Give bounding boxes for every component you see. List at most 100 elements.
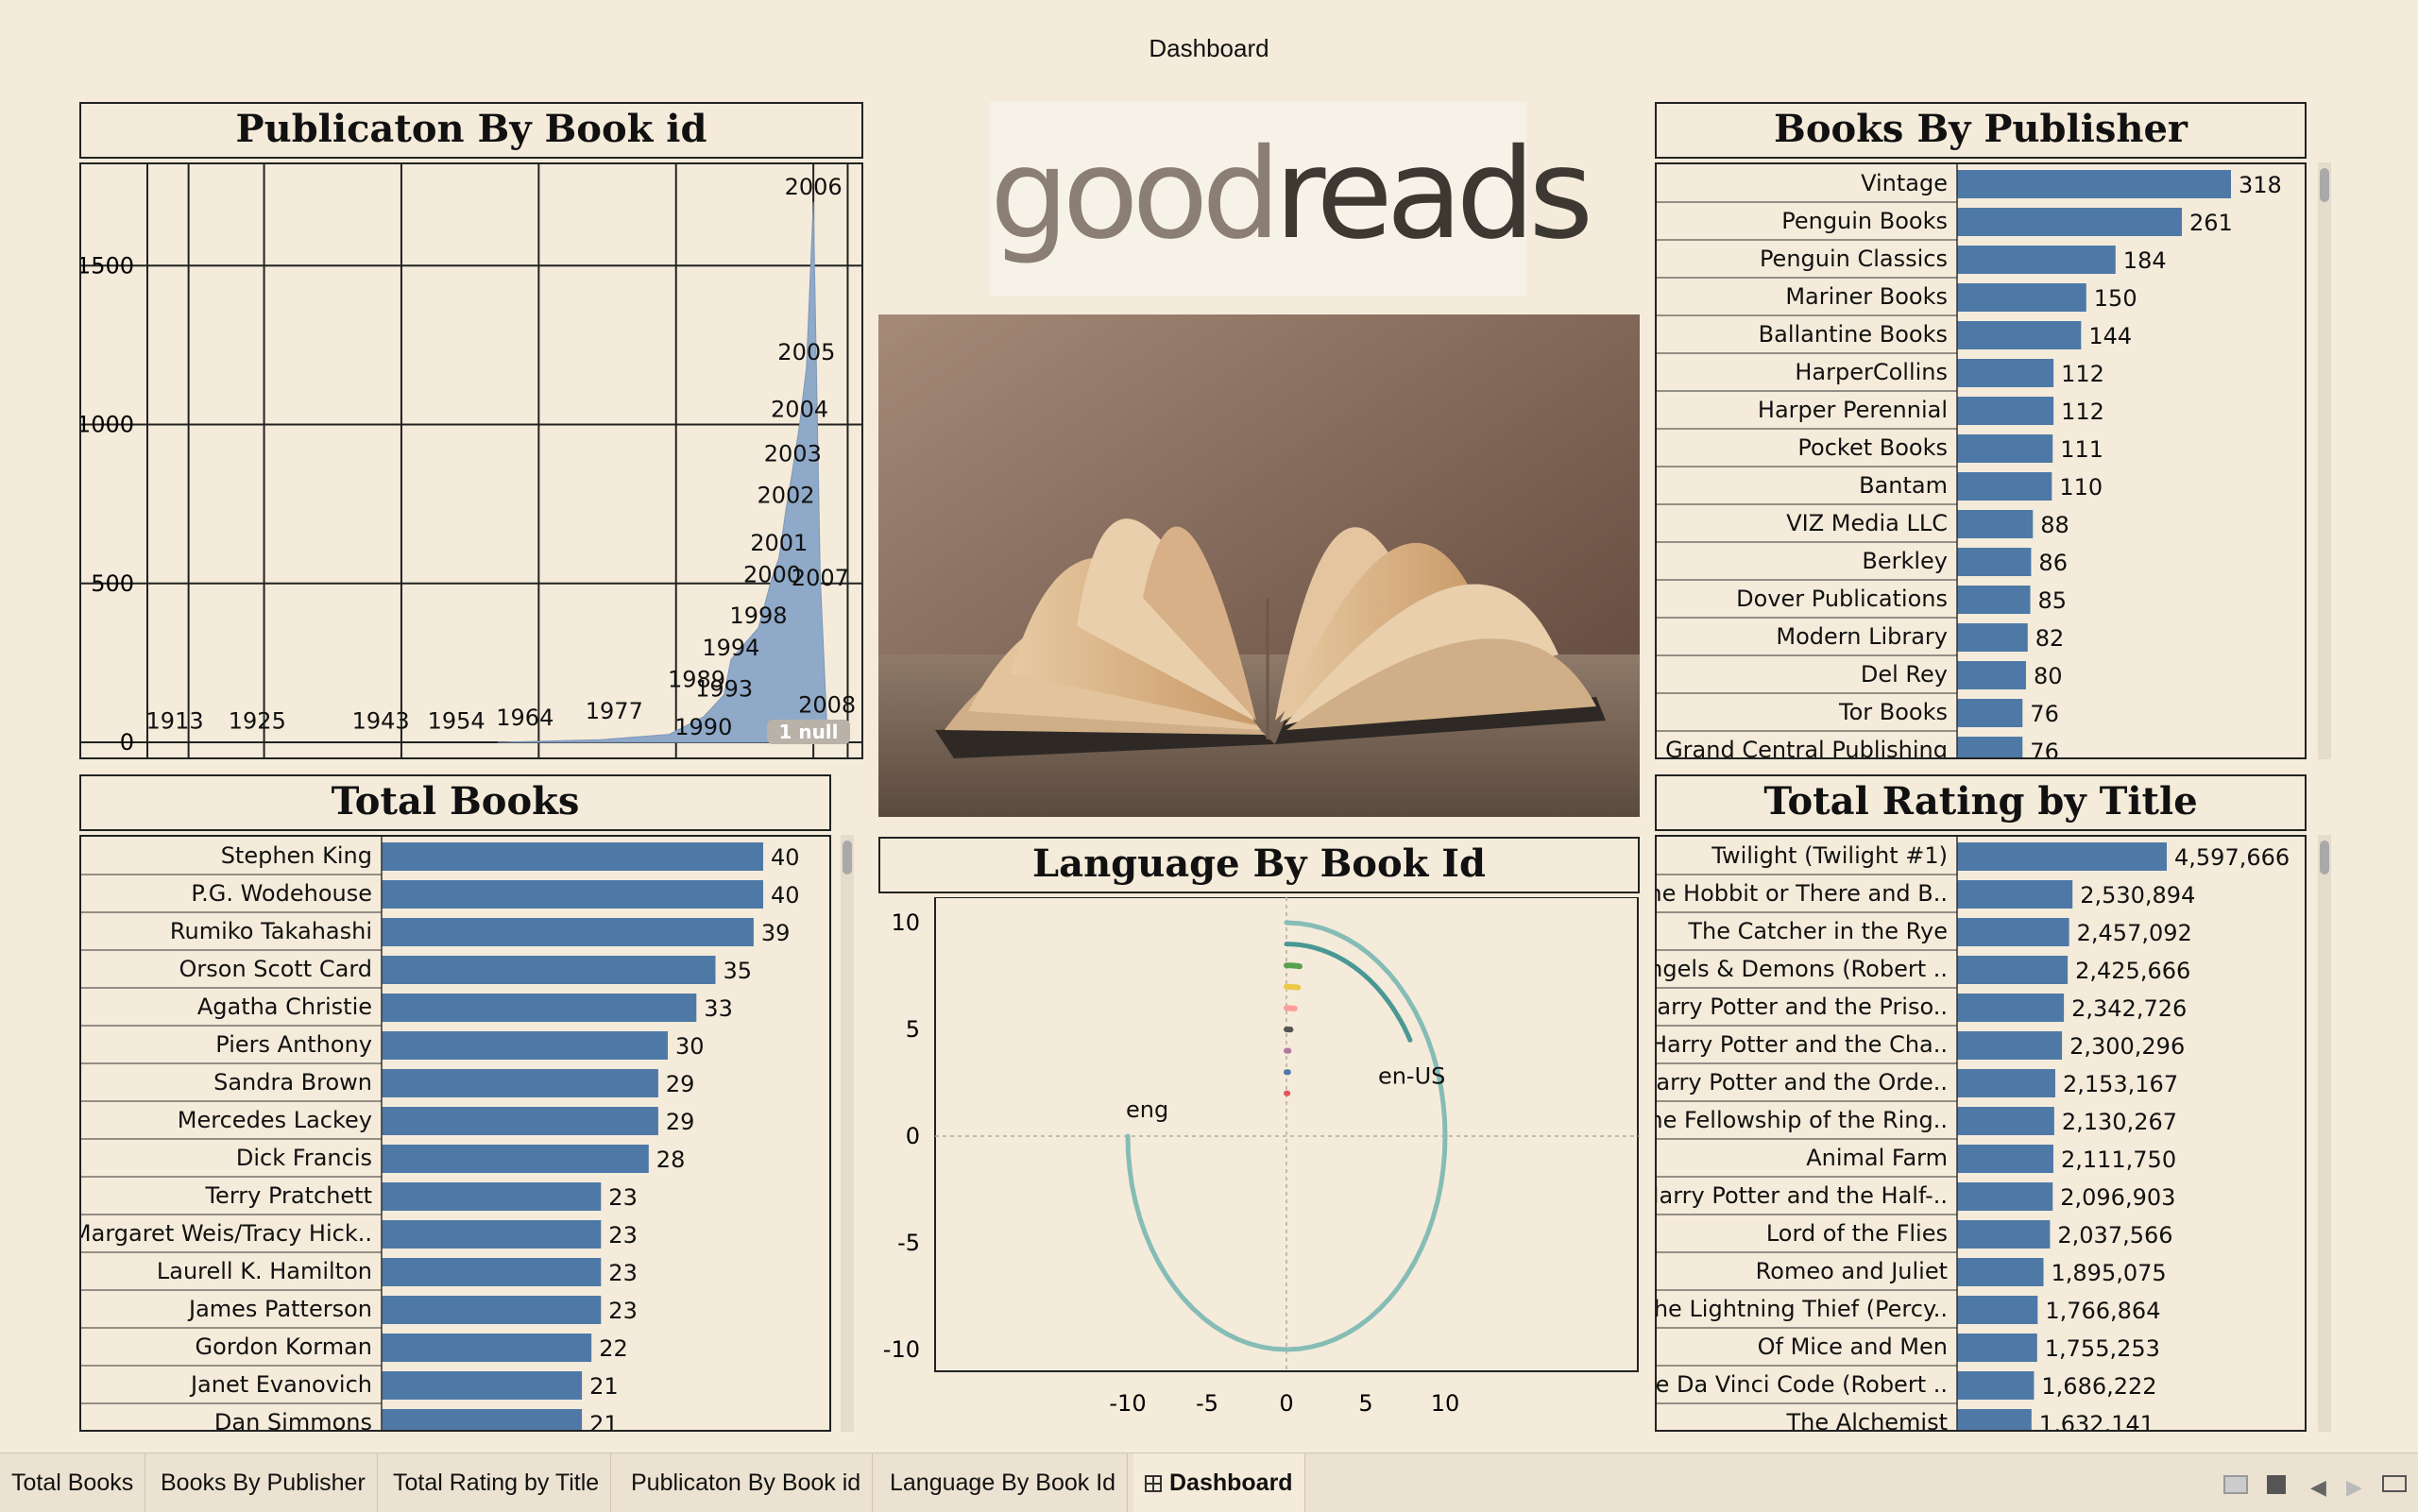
tab-total-books[interactable]: Total Books [0,1453,145,1512]
publisher-category-label: Modern Library [1776,623,1948,650]
title-category-label: The Hobbit or There and B.. [1657,880,1948,907]
pub-area [498,202,841,742]
lang-x-tick-label: 0 [1279,1390,1293,1417]
tab-dashboard[interactable]: Dashboard [1133,1453,1305,1512]
publisher-category-label: Pocket Books [1797,434,1948,461]
lang-series-label: eng [1126,1096,1168,1123]
lang-x-tick-label: 10 [1431,1390,1460,1417]
title-category-label: Twilight (Twilight #1) [1711,842,1948,869]
tab-total-rating-by-title[interactable]: Total Rating by Title [382,1453,611,1512]
pub-year-label: 1954 [428,707,485,734]
open-book-photo [878,314,1640,817]
lang-arc [1286,944,1410,1041]
rating-scrollbar[interactable] [2318,835,2331,1432]
publisher-value-label: 112 [2061,361,2104,387]
publisher-value-label: 88 [2040,512,2069,538]
publisher-category-label: Vintage [1861,170,1948,196]
pub-year-label: 1943 [352,707,410,734]
title-value-label: 4,597,666 [2174,844,2290,871]
publisher-value-label: 318 [2239,172,2282,198]
publisher-value-label: 86 [2038,550,2068,576]
title-bar [1957,1296,2037,1324]
author-value-label: 21 [589,1373,619,1400]
publisher-category-label: Dover Publications [1736,586,1948,612]
pub-year-label: 1913 [146,707,204,734]
square-icon[interactable] [2267,1475,2286,1500]
title-bar [1957,956,2068,984]
pub-y-tick-label: 1000 [81,412,134,438]
publisher-bar [1957,397,2053,425]
author-value-label: 23 [608,1222,638,1249]
pub-year-label: 1998 [729,603,787,629]
lang-y-tick-label: 5 [906,1016,920,1043]
publisher-category-label: Penguin Books [1781,208,1948,234]
rating-chart[interactable]: Twilight (Twilight #1) 4,597,666 The Hobbi… [1655,835,2307,1432]
title-bar [1957,1258,2044,1286]
author-bar [382,956,716,984]
author-value-label: 40 [771,844,800,871]
pub-year-label: 1977 [586,698,643,724]
title-value-label: 2,037,566 [2057,1222,2172,1249]
rating-panel-title: Total Rating by Title [1655,774,2307,831]
rating-bar-chart: Twilight (Twilight #1) 4,597,666 The Hobbi… [1657,837,2305,1430]
publisher-category-label: Bantam [1859,472,1948,499]
title-bar [1957,1031,2062,1060]
publisher-category-label: VIZ Media LLC [1786,510,1948,536]
lang-x-tick-label: -10 [1109,1390,1146,1417]
author-value-label: 35 [724,958,753,984]
title-value-label: 2,096,903 [2060,1184,2175,1211]
publisher-category-label: Grand Central Publishing [1665,737,1948,757]
title-category-label: Harry Potter and the Cha.. [1657,1031,1948,1058]
author-category-label: Janet Evanovich [189,1371,372,1398]
title-value-label: 1,755,253 [2045,1335,2160,1362]
lang-arc [1286,987,1298,988]
title-category-label: Harry Potter and the Priso.. [1657,994,1948,1020]
author-bar [382,1409,582,1430]
title-bar [1957,1220,2050,1249]
layout-icon[interactable] [2223,1475,2248,1500]
publisher-scrollbar[interactable] [2318,162,2331,759]
publisher-bar [1957,548,2031,576]
publisher-value-label: 85 [2038,587,2068,614]
author-category-label: Laurell K. Hamilton [157,1258,372,1284]
author-bar [382,1107,658,1135]
publisher-category-label: Ballantine Books [1759,321,1948,348]
author-bar [382,1220,601,1249]
author-category-label: P.G. Wodehouse [191,880,372,907]
title-bar [1957,1334,2037,1362]
publisher-value-label: 76 [2030,701,2059,727]
publisher-scroll-thumb[interactable] [2320,168,2329,202]
author-category-label: Rumiko Takahashi [170,918,372,944]
tab-publication-by-book-id[interactable]: Publicaton By Book id [620,1453,873,1512]
publisher-bar [1957,283,2086,312]
publisher-bar [1957,434,2052,463]
logo-text-good: good [990,122,1274,267]
author-category-label: Terry Pratchett [204,1182,372,1209]
tab-books-by-publisher[interactable]: Books By Publisher [149,1453,378,1512]
author-value-label: 40 [771,882,800,909]
publisher-category-label: HarperCollins [1795,359,1948,385]
title-value-label: 2,130,267 [2062,1109,2177,1135]
author-bar [382,1069,658,1097]
next-icon[interactable]: ▶ [2346,1475,2362,1500]
pub-year-label: 2002 [757,482,814,508]
title-bar [1957,1145,2053,1173]
title-category-label: The Alchemist [1786,1409,1948,1430]
total-books-panel-title: Total Books [79,774,831,831]
rating-scroll-thumb[interactable] [2320,841,2329,875]
total-books-scroll-thumb[interactable] [843,841,852,875]
author-bar [382,1296,601,1324]
total-books-scrollbar[interactable] [841,835,854,1432]
present-icon[interactable] [2382,1475,2407,1498]
tab-language-by-book-id[interactable]: Language By Book Id [878,1453,1128,1512]
title-value-label: 1,766,864 [2045,1298,2160,1324]
publisher-category-label: Mariner Books [1785,283,1948,310]
pub-year-label: 2005 [777,339,835,365]
title-bar [1957,1409,2032,1430]
prev-icon[interactable]: ◀ [2310,1475,2326,1500]
